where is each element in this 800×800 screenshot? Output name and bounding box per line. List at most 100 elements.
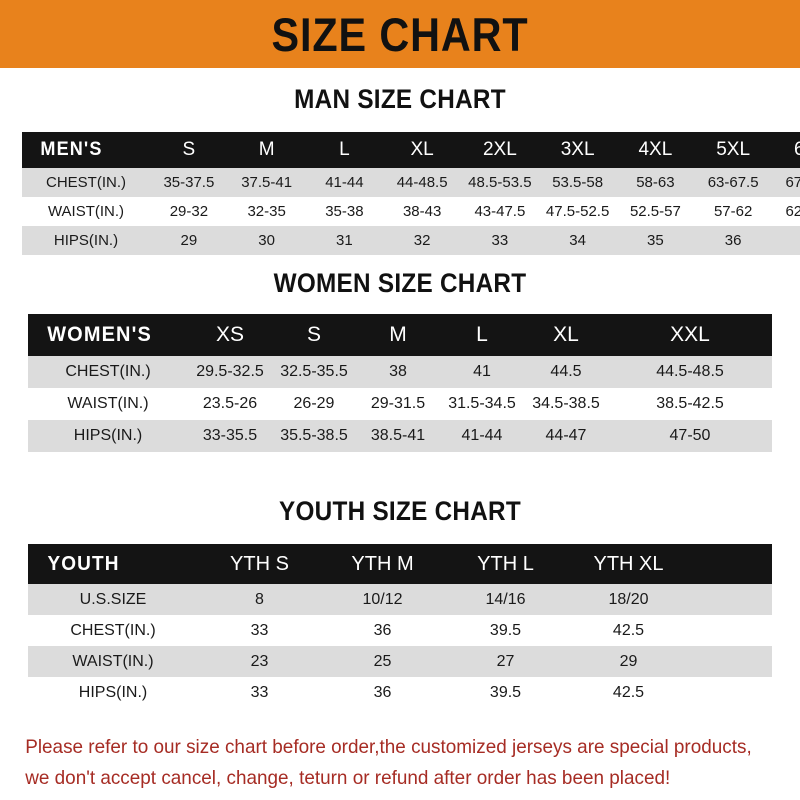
men-cell: 32-35 — [247, 203, 286, 220]
youth-cell: 36 — [373, 683, 392, 701]
women-cell: 23.5-26 — [202, 395, 258, 412]
women-row-label: HIPS(IN.) — [73, 427, 143, 444]
men-cell: 57-62 — [713, 203, 753, 220]
men-header-row: MEN'S S M L XL 2XL 3XL 4XL 5XL 6XL — [22, 132, 800, 168]
table-row: WAIST(IN.) 29-32 32-35 35-38 38-43 43-47… — [22, 197, 800, 226]
women-cell: 29-31.5 — [370, 395, 426, 412]
table-row: WAIST(IN.) 23.5-26 26-29 29-31.5 31.5-34… — [28, 388, 772, 420]
youth-header-row: YOUTH YTH S YTH M YTH L YTH XL — [28, 544, 772, 584]
youth-row-label: WAIST(IN.) — [72, 652, 154, 670]
men-cell: 33 — [491, 232, 509, 249]
youth-row-label: CHEST(IN.) — [70, 621, 156, 639]
men-size-table: MEN'S S M L XL 2XL 3XL 4XL 5XL 6XL CHEST… — [22, 132, 800, 255]
women-cell: 29.5-32.5 — [196, 363, 264, 380]
women-cell: 44-47 — [545, 427, 587, 444]
women-size-header: XXL — [670, 323, 710, 346]
table-row: U.S.SIZE 8 10/12 14/16 18/20 — [28, 584, 772, 615]
women-cell: 47-50 — [669, 427, 711, 444]
men-corner-label: MEN'S — [40, 139, 103, 160]
youth-cell-spacer — [690, 584, 772, 615]
men-cell: 29-32 — [169, 203, 209, 220]
women-header-row: WOMEN'S XS S M L XL XXL — [28, 314, 772, 356]
youth-cell: 25 — [373, 652, 392, 670]
youth-cell: 42.5 — [612, 683, 645, 701]
youth-cell: 33 — [250, 683, 269, 701]
women-size-header: S — [306, 323, 321, 346]
men-cell: 34 — [569, 232, 586, 249]
men-size-header: 5XL — [716, 139, 751, 160]
page-banner: SIZE CHART — [0, 0, 800, 68]
women-cell: 38.5-41 — [370, 427, 426, 444]
men-cell: 44-48.5 — [396, 174, 448, 191]
youth-cell: 27 — [496, 652, 515, 670]
youth-size-header: YTH XL — [593, 552, 664, 575]
women-row-label: CHEST(IN.) — [65, 363, 151, 380]
women-section-title: WOMEN SIZE CHART — [273, 268, 527, 298]
men-size-header: 3XL — [560, 139, 595, 160]
men-size-header: 4XL — [638, 139, 673, 160]
youth-cell: 14/16 — [485, 590, 526, 608]
men-section-title: MAN SIZE CHART — [294, 84, 506, 114]
women-cell: 35.5-38.5 — [280, 427, 348, 444]
men-cell: 30 — [258, 232, 275, 249]
men-cell: 58-63 — [636, 174, 675, 191]
youth-cell: 29 — [619, 652, 638, 670]
order-disclaimer: Please refer to our size chart before or… — [0, 732, 776, 794]
women-cell: 34.5-38.5 — [532, 395, 600, 412]
youth-row-label: U.S.SIZE — [79, 590, 147, 608]
table-row: HIPS(IN.) 29 30 31 32 33 34 35 36 37 — [22, 226, 800, 255]
table-row: WAIST(IN.) 23 25 27 29 — [28, 646, 772, 677]
men-cell: 47.5-52.5 — [545, 203, 610, 220]
table-row: CHEST(IN.) 29.5-32.5 32.5-35.5 38 41 44.… — [28, 356, 772, 388]
women-cell: 33-35.5 — [202, 427, 258, 444]
table-row: HIPS(IN.) 33 36 39.5 42.5 — [28, 677, 772, 708]
men-cell: 62-66.5 — [785, 203, 800, 220]
women-size-header: XL — [553, 323, 579, 346]
women-corner-label: WOMEN'S — [47, 323, 152, 346]
men-cell: 53.5-58 — [552, 174, 604, 191]
youth-cell: 33 — [250, 621, 269, 639]
men-cell: 38-43 — [402, 203, 442, 220]
men-cell: 43-47.5 — [474, 203, 526, 220]
youth-cell: 36 — [373, 621, 392, 639]
youth-cell: 23 — [250, 652, 269, 670]
women-size-table: WOMEN'S XS S M L XL XXL CHEST(IN.) 29.5-… — [28, 314, 772, 452]
men-cell: 37.5-41 — [241, 174, 293, 191]
women-cell: 26-29 — [293, 395, 335, 412]
table-row: CHEST(IN.) 33 36 39.5 42.5 — [28, 615, 772, 646]
men-size-header: S — [182, 139, 196, 160]
men-row-label: HIPS(IN.) — [53, 232, 119, 249]
women-cell: 41 — [473, 363, 491, 380]
women-cell: 44.5 — [550, 363, 582, 380]
disclaimer-line-1: Please refer to our size chart before or… — [25, 736, 752, 758]
men-cell: 31 — [336, 232, 353, 249]
men-size-header: M — [258, 139, 275, 160]
youth-cell-spacer — [690, 615, 772, 646]
youth-size-table: YOUTH YTH S YTH M YTH L YTH XL U.S.SIZE … — [28, 544, 772, 708]
youth-corner-label: YOUTH — [47, 552, 120, 575]
men-cell: 32 — [413, 232, 431, 249]
women-cell: 38 — [389, 363, 407, 380]
men-row-label: CHEST(IN.) — [46, 174, 126, 191]
table-row: HIPS(IN.) 33-35.5 35.5-38.5 38.5-41 41-4… — [28, 420, 772, 452]
youth-cell: 10/12 — [362, 590, 403, 608]
women-cell: 44.5-48.5 — [656, 363, 724, 380]
men-cell: 52.5-57 — [629, 203, 681, 220]
youth-cell: 42.5 — [612, 621, 645, 639]
men-cell: 29 — [180, 232, 198, 249]
men-cell: 37 — [772, 226, 800, 255]
men-cell: 35-37.5 — [163, 174, 215, 191]
women-cell: 38.5-42.5 — [656, 395, 724, 412]
youth-cell-spacer — [690, 646, 772, 677]
men-cell: 63-67.5 — [707, 174, 759, 191]
table-row: CHEST(IN.) 35-37.5 37.5-41 41-44 44-48.5… — [22, 168, 800, 197]
youth-row-label: HIPS(IN.) — [78, 683, 148, 701]
men-cell: 35-38 — [325, 203, 364, 220]
men-size-header: 2XL — [482, 139, 517, 160]
youth-header-spacer — [690, 544, 772, 584]
women-size-header: XS — [215, 323, 244, 346]
men-cell: 41-44 — [325, 174, 364, 191]
youth-size-header: YTH L — [477, 552, 534, 575]
women-row-label: WAIST(IN.) — [67, 395, 149, 412]
youth-cell: 8 — [255, 590, 264, 608]
